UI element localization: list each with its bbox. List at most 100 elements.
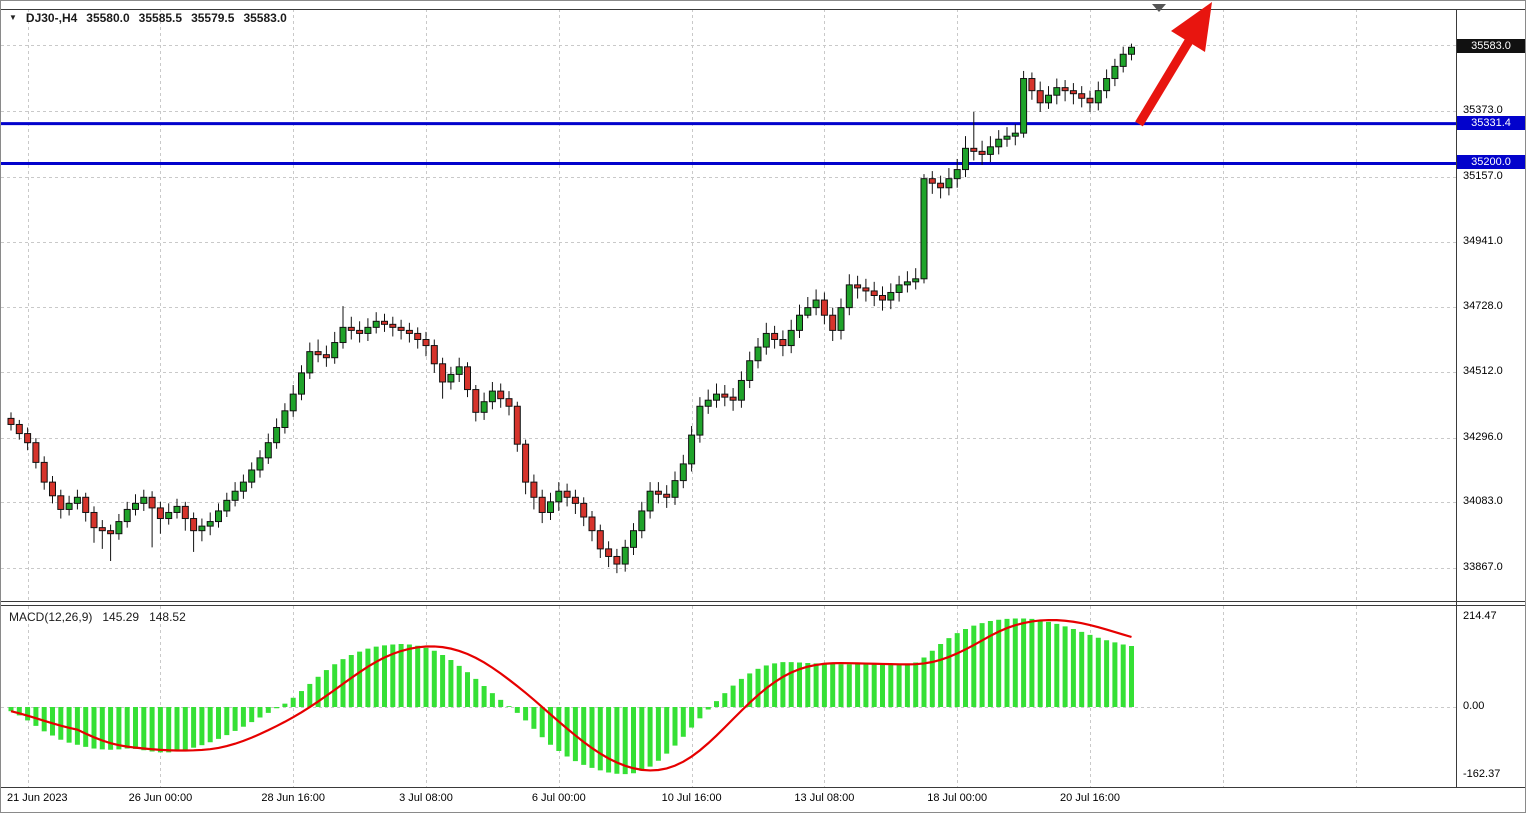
bear-candle — [405, 329, 413, 334]
bull-candle — [215, 510, 222, 523]
bull-candle — [115, 521, 123, 535]
bear-candle — [472, 389, 480, 413]
bear-candle — [57, 495, 65, 510]
bear-candle — [522, 443, 530, 483]
bear-candle — [771, 332, 779, 340]
trend-arrow[interactable] — [1135, 2, 1212, 127]
macd-histogram — [8, 618, 1134, 775]
bear-candle — [389, 323, 397, 328]
bull-candle — [372, 320, 380, 328]
bull-candle — [638, 510, 646, 532]
bull-candle — [306, 351, 314, 374]
bear-candle — [729, 396, 737, 401]
time-axis-label: 21 Jun 2023 — [7, 792, 68, 804]
price-axis-label: 34083.0 — [1463, 495, 1503, 508]
time-axis[interactable]: 21 Jun 2023 26 Jun 00:00 28 Jun 16:00 3 Jul… — [1, 788, 1525, 812]
bear-candle — [422, 338, 430, 347]
price-axis-label: 35373.0 — [1463, 104, 1503, 116]
bear-candle — [397, 326, 405, 331]
bear-candle — [854, 284, 862, 289]
bull-candle — [1053, 87, 1061, 96]
bear-candle — [40, 461, 48, 483]
bull-candle — [713, 393, 720, 401]
bull-candle — [298, 372, 305, 395]
bear-candle — [879, 294, 886, 301]
bull-candle — [754, 346, 762, 362]
bear-candle — [505, 398, 513, 407]
bull-candle — [331, 342, 339, 359]
gridlines — [1, 9, 1456, 787]
macd-signal-line — [10, 618, 1132, 772]
chart-shift-marker[interactable] — [1152, 4, 1166, 12]
bull-candle — [912, 278, 920, 283]
bull-candle — [123, 508, 131, 523]
support-line-badge: 35200.0 — [1457, 155, 1525, 170]
bear-candle — [862, 287, 870, 292]
current-price-badge: 35583.0 — [1457, 39, 1525, 54]
bull-candle — [903, 281, 911, 286]
bear-candle — [381, 320, 388, 325]
bull-candle — [679, 463, 687, 482]
bull-candle — [264, 442, 272, 459]
bull-candle — [1128, 46, 1135, 55]
bull-candle — [140, 496, 148, 504]
bear-candle — [497, 390, 505, 400]
bull-candle — [837, 307, 845, 331]
time-axis-label: 3 Jul 08:00 — [399, 792, 453, 804]
bull-candle — [256, 457, 264, 471]
bear-candle — [970, 147, 978, 152]
symbol-info-bar: ▼ DJ30-,H4 35580.0 35585.5 35579.5 35583… — [9, 11, 287, 25]
macd-signal-value: 148.52 — [149, 610, 186, 624]
macd-main-value: 145.29 — [102, 610, 140, 624]
panel-borders — [1, 9, 1525, 788]
macd-indicator-label: MACD(12,26,9) 145.29 148.52 — [9, 610, 186, 624]
price-axis[interactable]: 35373.0 35157.0 34941.0 34728.0 34512.0 34296… — [1457, 1, 1525, 812]
bear-candle — [721, 393, 729, 398]
bull-candle — [737, 379, 745, 401]
bull-candle — [895, 284, 903, 293]
bear-candle — [1086, 97, 1094, 104]
bear-candle — [107, 530, 115, 535]
price-axis-label: 35157.0 — [1463, 169, 1503, 182]
time-axis-label: 10 Jul 16:00 — [661, 792, 722, 804]
bull-candle — [1003, 135, 1011, 140]
bull-candle — [746, 360, 754, 381]
bear-candle — [596, 530, 604, 550]
bear-candle — [148, 496, 156, 509]
time-axis-label: 26 Jun 00:00 — [128, 792, 193, 804]
price-axis-label: 34941.0 — [1463, 235, 1503, 248]
bear-candle — [820, 299, 828, 316]
bear-candle — [156, 507, 164, 520]
bull-candle — [480, 401, 488, 413]
bull-candle — [73, 496, 81, 504]
bear-candle — [571, 496, 579, 504]
bull-candle — [1103, 78, 1111, 92]
bear-candle — [1069, 90, 1077, 95]
price-axis-label: 34512.0 — [1463, 365, 1503, 378]
bear-candle — [937, 182, 945, 189]
bear-candle — [24, 433, 32, 444]
bear-candle — [928, 178, 936, 184]
bull-candle — [845, 284, 853, 309]
price-axis-label: 34296.0 — [1463, 430, 1503, 443]
bull-candle — [1119, 53, 1127, 67]
bull-candle — [762, 332, 770, 348]
bull-candle — [671, 480, 679, 498]
bear-candle — [530, 481, 538, 498]
bull-candle — [132, 502, 139, 510]
bull-candle — [455, 366, 463, 375]
bear-candle — [322, 354, 330, 359]
bear-candle — [98, 527, 106, 532]
bull-candle — [1045, 94, 1052, 104]
bull-candle — [812, 299, 820, 309]
bull-candle — [339, 326, 347, 344]
bear-candle — [414, 332, 422, 340]
bull-candle — [804, 307, 812, 316]
bear-candle — [439, 363, 447, 383]
bull-candle — [547, 501, 554, 513]
bull-candle — [1111, 65, 1119, 80]
bear-candle — [190, 518, 198, 532]
bear-candle — [49, 481, 56, 497]
